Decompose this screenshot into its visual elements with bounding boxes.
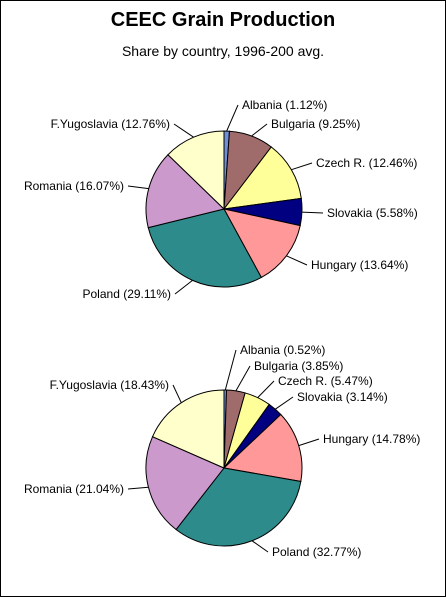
pie2-leader-albania [224,349,237,391]
pie2-label-f-yugoslavia: F.Yugoslavia (18.43%) [50,378,169,392]
pie1-leader-poland [174,280,193,295]
pie2-slice-f-yugoslavia [151,389,225,469]
chart-title: CEEC Grain Production [110,9,336,31]
pie2-slice-poland [175,467,302,547]
pie2-leader-slovakia [275,396,294,410]
pie1-leader-romania [127,185,149,190]
pie1-label-hungary: Hungary (13.64%) [311,258,408,272]
pie-chart-1: Albania (1.12%) Bulgaria (9.25%) Czech R. … [24,98,418,301]
pie2-label-czech-r: Czech R. (5.47%) [278,374,373,388]
pie1-slice-f-yugoslavia [167,130,225,211]
pie2-leader-poland [251,540,269,553]
pie1-label-slovakia: Slovakia (5.58%) [327,206,418,220]
pie2-leader-czech-r [257,380,275,398]
pie1-label-poland: Poland (29.11%) [83,287,172,301]
pie1-leader-albania [226,104,239,132]
pie2-leader-bulgaria [235,365,251,392]
pie1-slice-poland [147,208,263,288]
pie2-label-bulgaria: Bulgaria (3.85%) [254,359,343,373]
pie1-label-albania: Albania (1.12%) [242,98,327,112]
pie1-slice-romania [145,154,225,229]
pie2-label-slovakia: Slovakia (3.14%) [297,390,388,404]
pie1-leader-f-yugoslavia [173,123,194,138]
pie1-leader-bulgaria [251,123,268,137]
pie1-leader-slovakia [301,211,324,214]
pie1-leader-hungary [286,255,308,266]
pie2-label-hungary: Hungary (14.78%) [323,432,420,446]
pie-chart-2: Albania (0.52%) Bulgaria (3.85%)Czech R. … [24,343,420,559]
pie2-leader-f-yugoslavia [172,384,182,403]
pie1-label-bulgaria: Bulgaria (9.25%) [271,117,360,131]
pie2-label-albania: Albania (0.52%) [240,343,325,357]
pie1-label-romania: Romania (16.07%) [24,179,124,193]
pie2-leader-hungary [298,438,320,447]
pie2-label-romania: Romania (21.04%) [24,482,124,496]
pie1-label-czech-r: Czech R. (12.46%) [316,156,417,170]
chart-subtitle: Share by country, 1996-200 avg. [121,43,325,59]
pie1-label-f-yugoslavia: F.Yugoslavia (12.76%) [51,117,170,131]
pie1-leader-czech-r [291,162,313,171]
pie1-slice-czech-r [222,146,302,210]
pie2-leader-romania [127,486,149,490]
pie2-label-poland: Poland (32.77%) [272,545,361,559]
